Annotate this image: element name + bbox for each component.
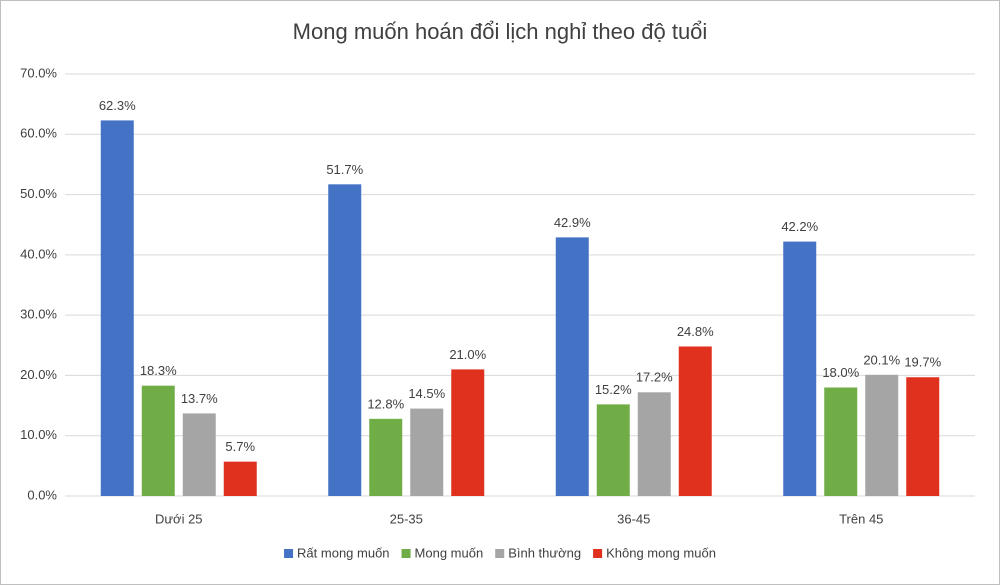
data-label: 24.8% bbox=[677, 324, 714, 339]
data-label: 21.0% bbox=[449, 347, 486, 362]
bar bbox=[637, 392, 671, 496]
bar bbox=[451, 369, 485, 496]
bar bbox=[824, 387, 858, 496]
chart-title: Mong muốn hoán đổi lịch nghỉ theo độ tuổ… bbox=[293, 19, 708, 44]
legend-swatch bbox=[284, 549, 294, 558]
y-tick-label: 70.0% bbox=[20, 65, 57, 80]
legend-swatch bbox=[401, 549, 411, 558]
legend-label: Không mong muốn bbox=[606, 545, 716, 560]
data-label: 42.2% bbox=[781, 219, 818, 234]
data-label: 19.7% bbox=[904, 355, 941, 370]
x-tick-label: Dưới 25 bbox=[155, 511, 203, 526]
y-tick-label: 30.0% bbox=[20, 307, 57, 322]
bar bbox=[555, 237, 589, 497]
data-label: 13.7% bbox=[181, 391, 218, 406]
legend: Rất mong muốn Mong muốn Bình thường Không m… bbox=[284, 545, 716, 560]
legend-swatch bbox=[593, 549, 603, 558]
data-label: 12.8% bbox=[367, 396, 404, 411]
y-tick-label: 40.0% bbox=[20, 246, 57, 261]
y-tick-label: 0.0% bbox=[27, 487, 57, 502]
bar bbox=[369, 418, 403, 496]
bar bbox=[328, 184, 362, 496]
data-label: 14.5% bbox=[408, 386, 445, 401]
bar bbox=[410, 408, 444, 496]
data-label: 15.2% bbox=[595, 382, 632, 397]
y-tick-label: 10.0% bbox=[20, 427, 57, 442]
legend-label: Mong muốn bbox=[415, 545, 484, 560]
legend-label: Rất mong muốn bbox=[297, 545, 390, 560]
bar bbox=[141, 385, 175, 496]
data-label: 18.3% bbox=[140, 363, 177, 378]
bar bbox=[678, 346, 712, 496]
legend-swatch bbox=[495, 549, 505, 558]
bar bbox=[596, 404, 630, 496]
bar bbox=[906, 377, 940, 496]
data-label: 62.3% bbox=[99, 98, 136, 113]
data-label: 42.9% bbox=[554, 215, 591, 230]
bar bbox=[865, 374, 899, 496]
bar bbox=[783, 241, 817, 496]
x-tick-label: 25-35 bbox=[390, 511, 423, 526]
y-tick-label: 50.0% bbox=[20, 186, 57, 201]
bar bbox=[223, 461, 257, 496]
data-label: 51.7% bbox=[326, 162, 363, 177]
legend-label: Bình thường bbox=[508, 545, 581, 560]
data-label: 18.0% bbox=[822, 365, 859, 380]
bar bbox=[100, 120, 134, 497]
x-tick-label: 36-45 bbox=[617, 511, 650, 526]
y-tick-label: 20.0% bbox=[20, 367, 57, 382]
y-tick-label: 60.0% bbox=[20, 126, 57, 141]
bar bbox=[182, 413, 216, 496]
data-label: 20.1% bbox=[863, 352, 900, 367]
x-tick-label: Trên 45 bbox=[839, 511, 883, 526]
data-label: 17.2% bbox=[636, 370, 673, 385]
data-label: 5.7% bbox=[225, 439, 255, 454]
